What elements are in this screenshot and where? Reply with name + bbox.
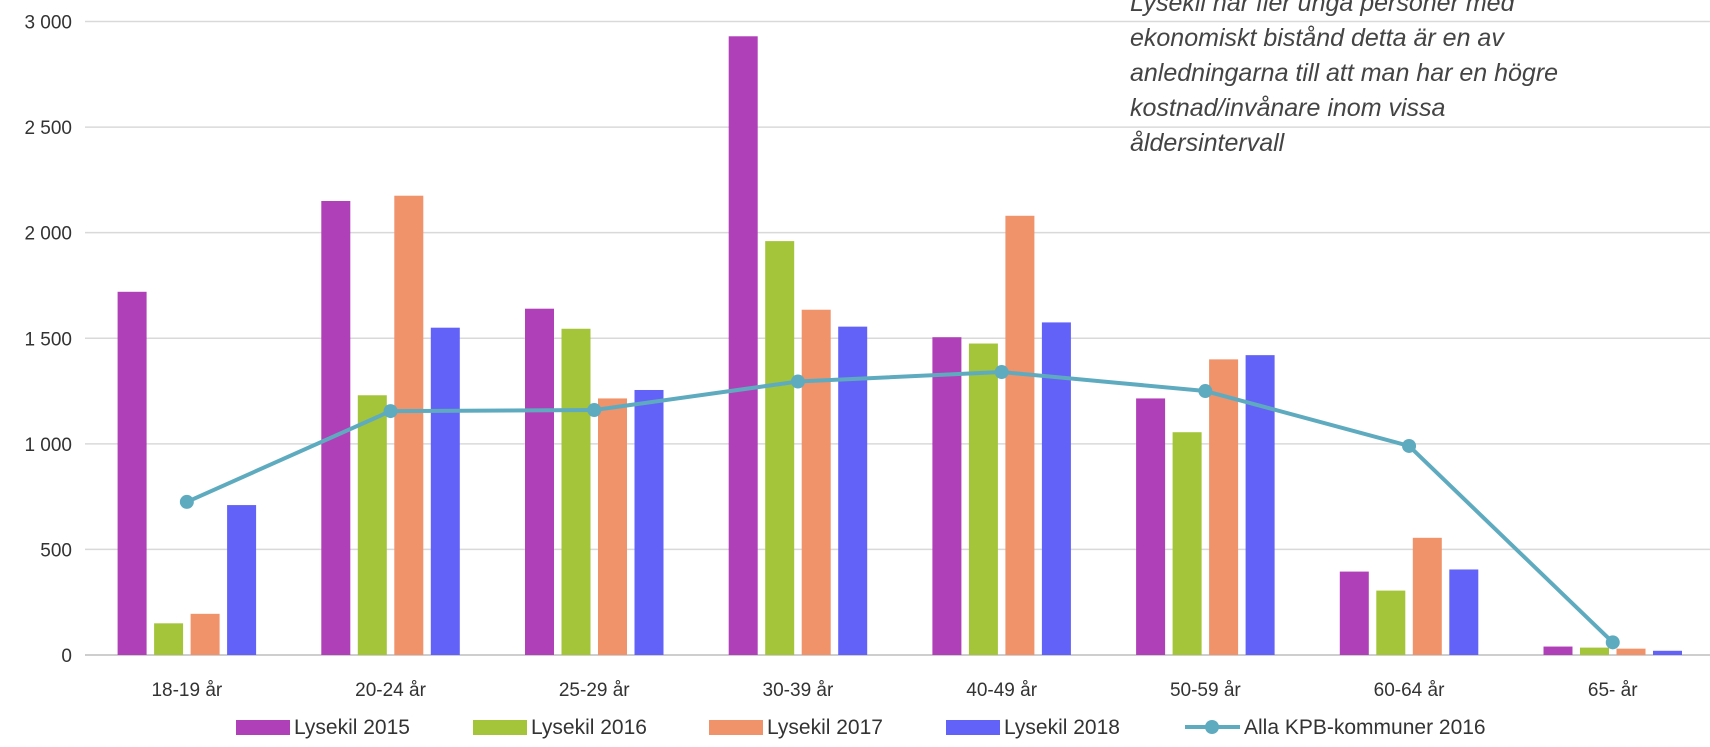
bar: [1209, 359, 1239, 655]
bar: [190, 613, 220, 655]
x-tick-label: 30-39 år: [763, 680, 834, 701]
bar: [1041, 322, 1071, 655]
annotation-line: kostnad/invånare inom vissa: [1130, 94, 1446, 122]
line-point: [383, 404, 398, 419]
bar: [154, 623, 184, 655]
y-tick-label: 1 500: [24, 329, 72, 350]
chart-annotation: Lysekil har fler unga personer med ekono…: [1130, 0, 1690, 161]
bar: [394, 195, 424, 655]
legend-swatch: [473, 720, 527, 735]
y-tick-label: 2 500: [24, 118, 72, 139]
legend-swatch: [236, 720, 290, 735]
bar: [1580, 647, 1609, 655]
legend-label: Lysekil 2016: [531, 716, 647, 739]
y-tick-label: 1 000: [24, 435, 72, 456]
line-point: [179, 494, 194, 509]
annotation-line: Lysekil har fler unga personer med: [1130, 0, 1515, 17]
bar: [357, 395, 387, 655]
line-point: [1605, 635, 1620, 650]
line-point: [1198, 384, 1213, 399]
legend-swatch: [1205, 720, 1219, 734]
legend-label: Lysekil 2018: [1004, 716, 1120, 739]
bar: [561, 328, 591, 655]
bar: [430, 327, 460, 655]
x-tick-label: 60-64 år: [1374, 680, 1445, 701]
bar: [1005, 215, 1035, 656]
legend-label: Lysekil 2017: [767, 716, 883, 739]
x-tick-label: 40-49 år: [966, 680, 1037, 701]
x-tick-label: 25-29 år: [559, 680, 630, 701]
annotation-line: ekonomiskt bistånd detta är en av: [1130, 24, 1504, 52]
bar: [932, 337, 962, 655]
bar: [1245, 355, 1275, 655]
y-tick-label: 0: [61, 646, 72, 667]
bar: [1449, 569, 1479, 655]
line-point: [587, 403, 602, 418]
bar: [1653, 650, 1682, 655]
bar: [728, 36, 758, 655]
x-tick-label: 20-24 år: [355, 680, 426, 701]
legend-swatch: [946, 720, 1000, 735]
annotation-line: anledningarna till att man har en högre: [1130, 59, 1559, 87]
bar: [227, 505, 257, 655]
bar: [634, 389, 664, 655]
bar: [1136, 398, 1166, 655]
y-tick-label: 500: [40, 540, 72, 561]
bar: [838, 326, 868, 655]
bar: [1412, 537, 1442, 655]
bar: [321, 200, 351, 655]
line-point: [1402, 438, 1417, 453]
legend-swatch: [709, 720, 763, 735]
line-series: [186, 370, 1615, 644]
line-point: [790, 374, 805, 389]
x-tick-label: 65- år: [1588, 680, 1638, 701]
bar: [525, 308, 554, 655]
legend-label: Lysekil 2015: [294, 716, 410, 739]
bar: [1339, 571, 1369, 655]
bar: [1616, 648, 1646, 655]
annotation-line: åldersintervall: [1130, 129, 1285, 157]
bar: [968, 343, 998, 655]
bar: [1543, 646, 1573, 655]
bar: [1172, 432, 1202, 655]
legend-label: Alla KPB-kommuner 2016: [1244, 716, 1486, 739]
bar: [117, 291, 147, 655]
line-point: [994, 365, 1009, 380]
bar: [765, 241, 795, 655]
bar: [1376, 590, 1406, 655]
bar: [801, 309, 831, 655]
y-tick-label: 2 000: [24, 224, 72, 245]
x-tick-label: 18-19 år: [151, 680, 222, 701]
x-tick-label: 50-59 år: [1170, 680, 1241, 701]
bar: [598, 398, 627, 655]
y-tick-label: 3 000: [24, 13, 72, 34]
